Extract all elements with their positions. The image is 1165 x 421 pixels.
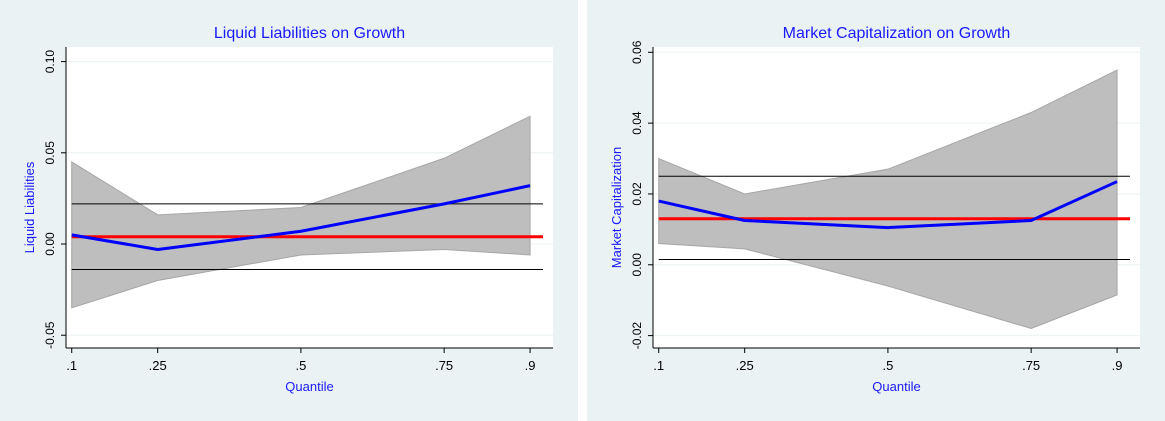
x-axis-label: Quantile xyxy=(285,379,333,394)
x-tick-label-2: .5 xyxy=(882,358,893,373)
x-tick-label-3: .75 xyxy=(1022,358,1040,373)
x-tick-label-4: .9 xyxy=(1112,358,1123,373)
y-tick-label-3: 0.10 xyxy=(43,50,57,74)
x-tick-label-3: .75 xyxy=(435,358,453,373)
y-tick-label-3: 0.04 xyxy=(630,111,644,135)
y-tick-label-4: 0.06 xyxy=(630,40,644,64)
y-tick-label-0: -0.02 xyxy=(630,322,644,350)
y-tick-label-2: 0.05 xyxy=(43,141,57,165)
y-tick-label-1: 0.00 xyxy=(630,253,644,277)
x-tick-label-2: .5 xyxy=(295,358,306,373)
x-axis-label: Quantile xyxy=(872,379,920,394)
x-tick-label-1: .25 xyxy=(149,358,167,373)
chart-title: Liquid Liabilities on Growth xyxy=(214,25,405,42)
x-tick-label-0: .1 xyxy=(653,358,664,373)
y-axis-label: Liquid Liabilities xyxy=(22,161,37,253)
x-tick-label-0: .1 xyxy=(66,358,77,373)
x-tick-label-4: .9 xyxy=(525,358,536,373)
chart-title: Market Capitalization on Growth xyxy=(783,25,1011,42)
quantile-estimate-line xyxy=(71,184,531,251)
y-tick-label-2: 0.02 xyxy=(630,182,644,206)
quantile-estimate-line xyxy=(658,180,1118,230)
y-axis-label: Market Capitalization xyxy=(609,147,624,268)
confidence-band xyxy=(658,69,1118,330)
chart-liquid-liabilities: -0.05 0.00 0.05 0.10 .1 .25 .5 .75 .9 Liquid Liab… xyxy=(0,0,578,421)
chart-market-capitalization: -0.02 0.00 0.02 0.04 0.06 .1 .25 .5 .75 .9 Market … xyxy=(587,0,1165,421)
x-tick-label-1: .25 xyxy=(736,358,754,373)
y-tick-label-0: -0.05 xyxy=(43,321,57,349)
y-tick-label-1: 0.00 xyxy=(43,232,57,256)
confidence-band xyxy=(71,115,531,309)
